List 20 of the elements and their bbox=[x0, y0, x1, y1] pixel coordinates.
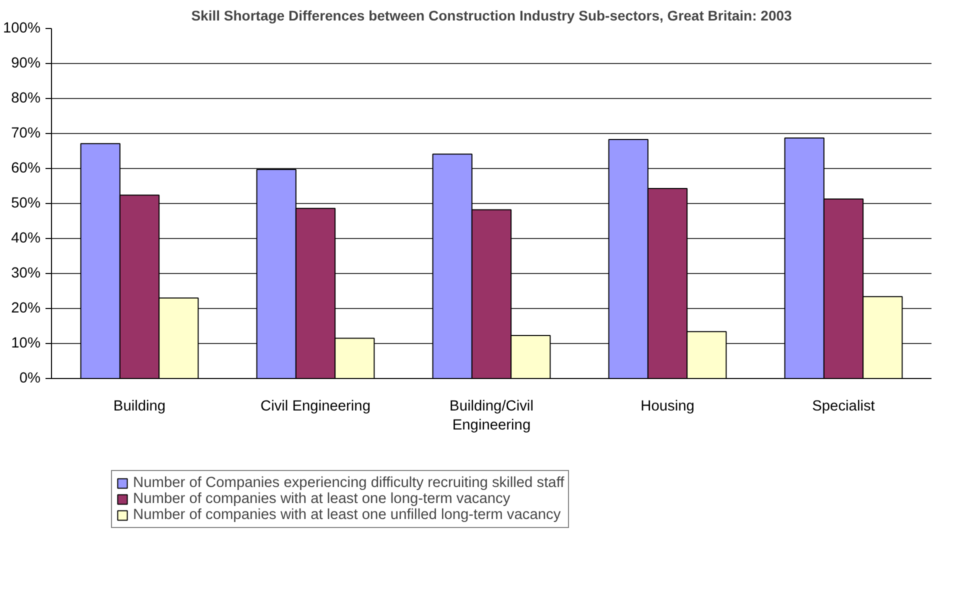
legend-label: Number of Companies experiencing difficulty recruiting skilled staff bbox=[133, 475, 564, 491]
y-tick-label: 40% bbox=[11, 230, 41, 246]
legend-label: Number of companies with at least one unfilled long-term vacancy bbox=[133, 507, 561, 523]
y-tick-label: 50% bbox=[11, 196, 41, 212]
x-tick-label: Civil Engineering bbox=[260, 398, 370, 414]
y-tick-label: 70% bbox=[11, 126, 41, 142]
x-tick-label: Housing bbox=[640, 398, 694, 414]
x-tick-label: Building bbox=[113, 398, 166, 414]
y-tick-label: 10% bbox=[11, 336, 41, 352]
y-tick-label: 60% bbox=[11, 160, 41, 176]
x-tick-label: Specialist bbox=[812, 398, 875, 414]
y-tick-label: 80% bbox=[11, 90, 41, 106]
legend-label: Number of companies with at least one long-term vacancy bbox=[133, 491, 510, 507]
y-tick-label: 30% bbox=[11, 266, 41, 282]
chart-title: Skill Shortage Differences between Construction Industry Sub-sectors, Great Britain: 2003 bbox=[191, 8, 792, 24]
y-tick-label: 100% bbox=[3, 20, 41, 36]
y-tick-label: 0% bbox=[19, 370, 41, 386]
x-tick-label: Building/Civil Engineering bbox=[450, 398, 534, 434]
y-tick-label: 20% bbox=[11, 300, 41, 316]
y-tick-label: 90% bbox=[11, 56, 41, 72]
